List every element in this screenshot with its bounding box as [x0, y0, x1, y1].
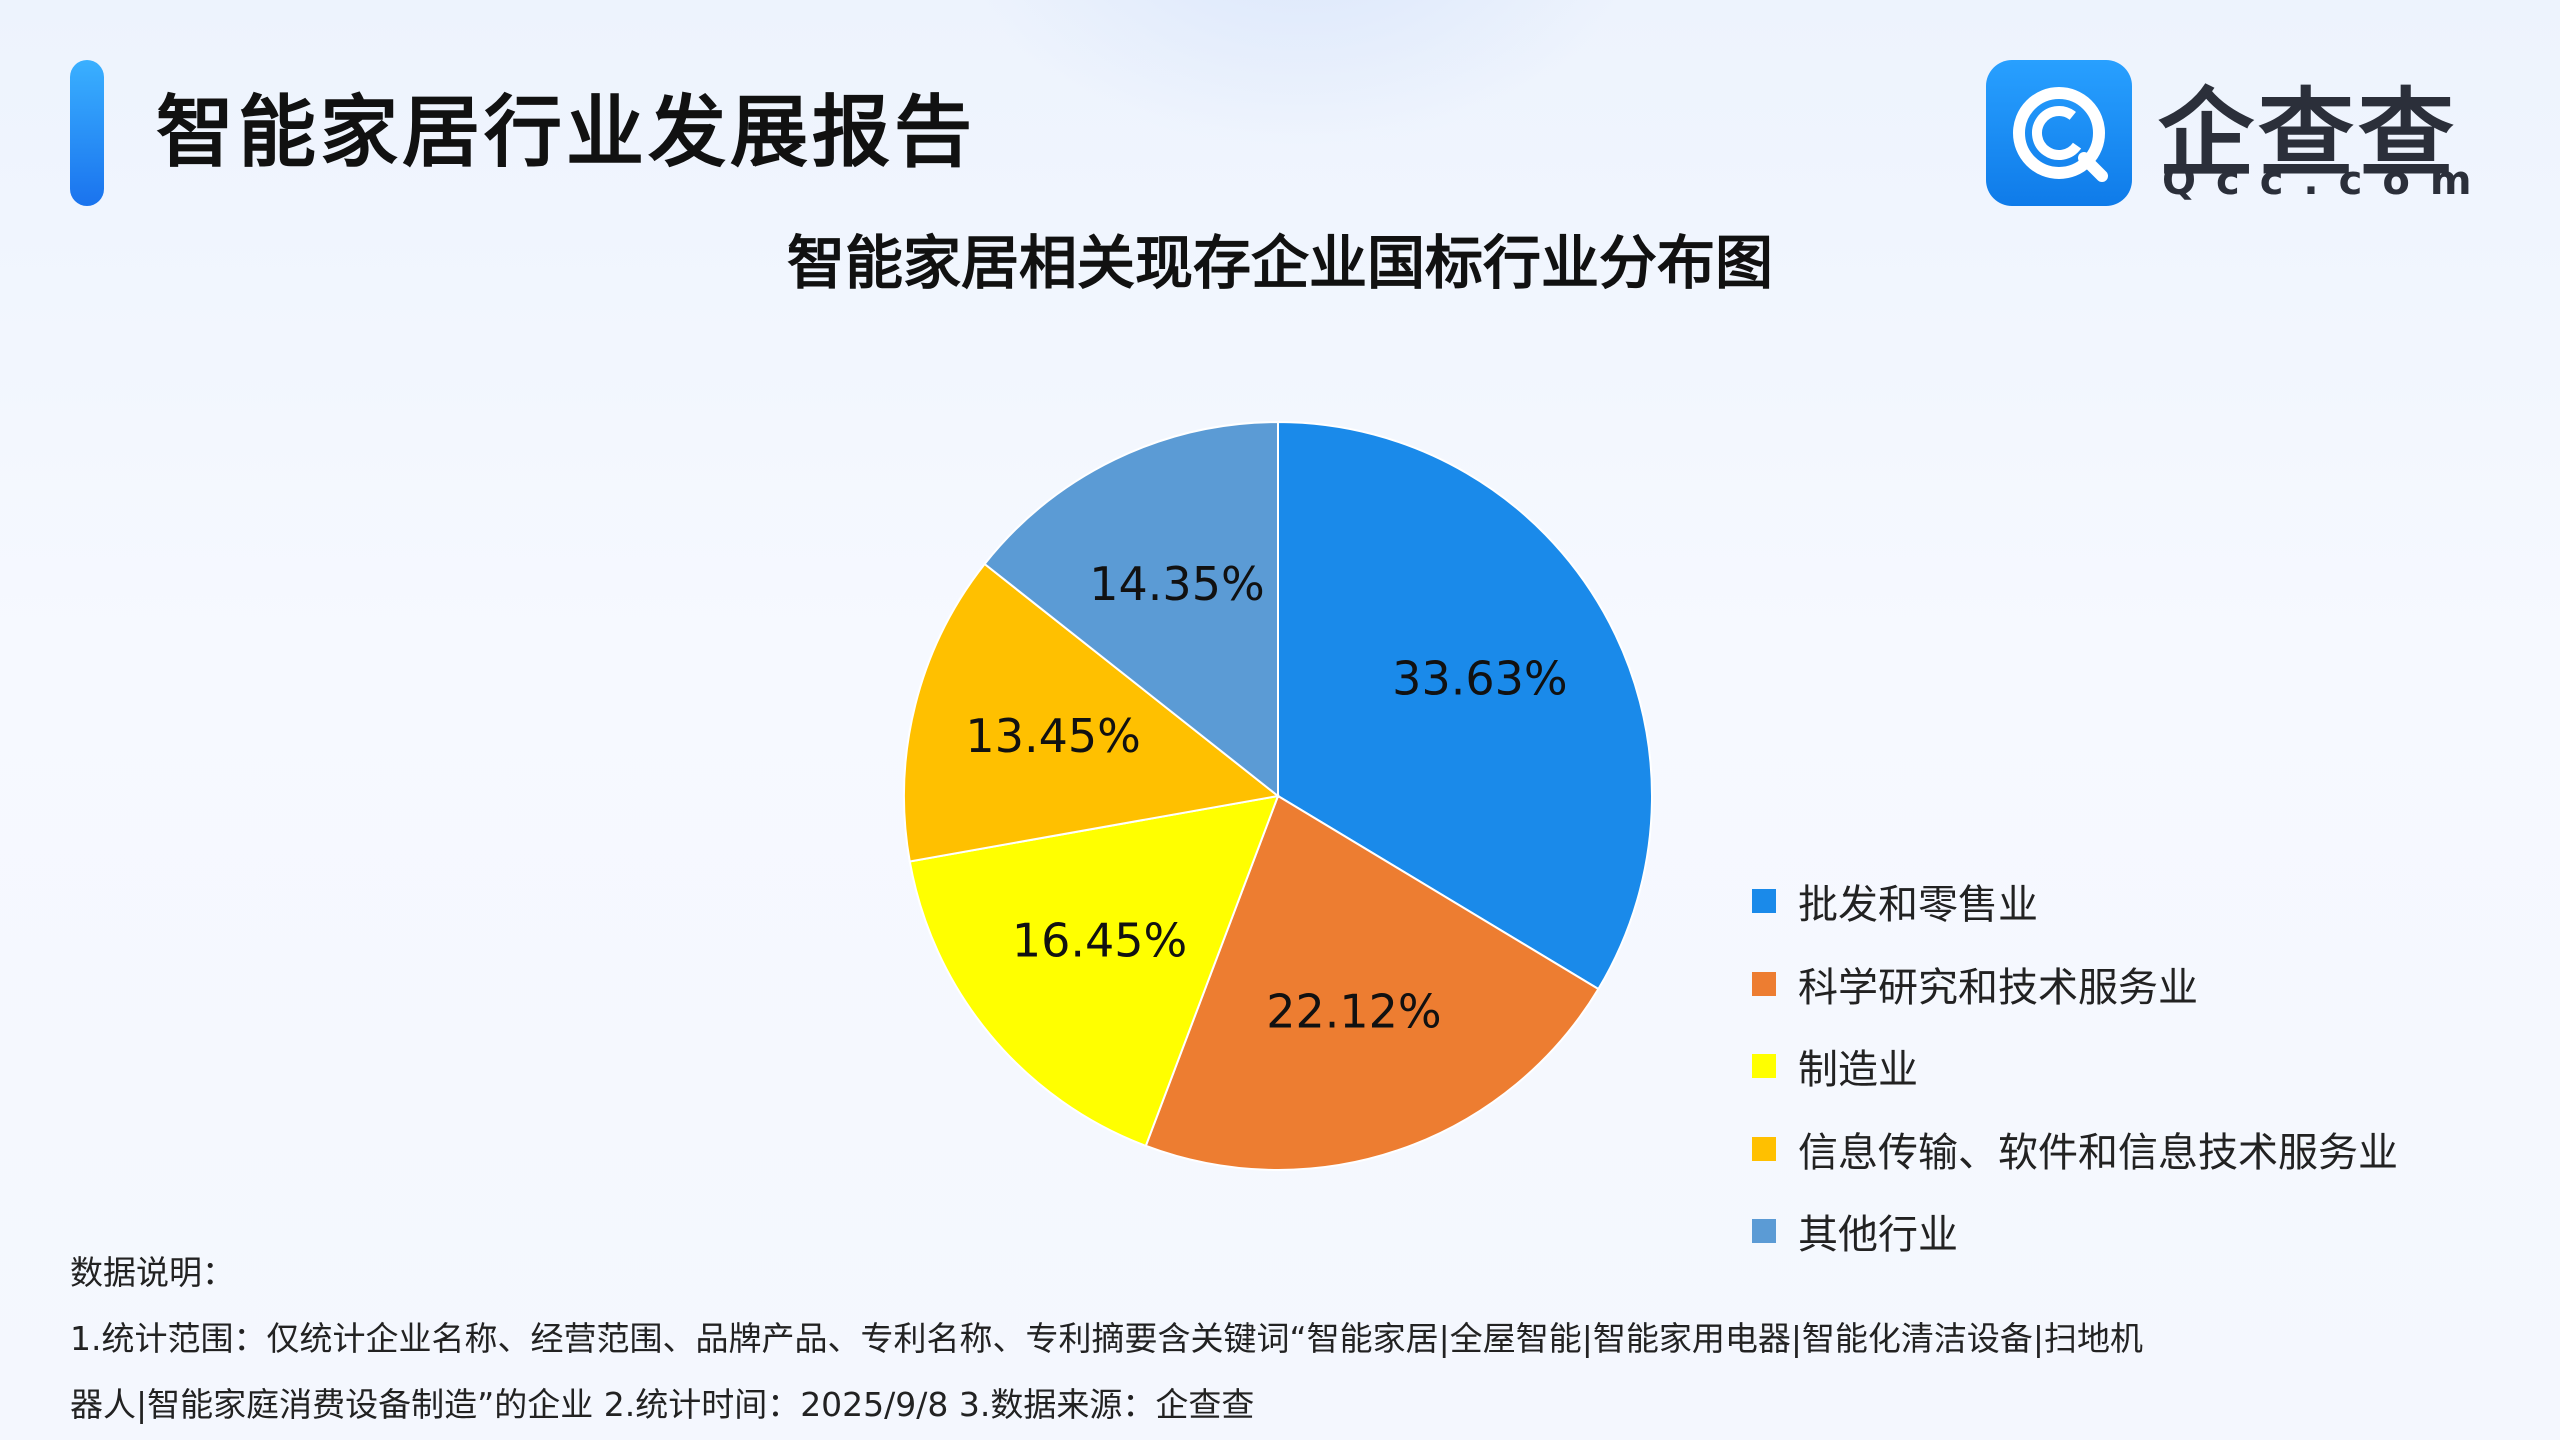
legend-label: 批发和零售业 — [1798, 882, 2038, 929]
pie-slice-label: 13.45% — [965, 709, 1140, 763]
legend-label: 其他行业 — [1798, 1212, 1958, 1259]
legend-swatch — [1752, 1219, 1776, 1244]
legend-label: 信息传输、软件和信息技术服务业 — [1798, 1129, 2398, 1176]
pie-slice — [1144, 794, 1600, 1171]
qcc-logo-icon — [1986, 60, 2132, 206]
legend-item: 制造业 — [1752, 1025, 2398, 1108]
pie-slice — [1277, 420, 1653, 991]
chart-legend: 批发和零售业 科学研究和技术服务业 制造业 信息传输、软件和信息技术服务业 其他… — [1752, 860, 2398, 1273]
pie-slice-label: 14.35% — [1089, 557, 1264, 611]
logo-name: 企查查 — [2158, 78, 2458, 190]
legend-swatch — [1752, 971, 1776, 996]
legend-item: 科学研究和技术服务业 — [1752, 943, 2398, 1026]
legend-swatch — [1752, 1136, 1776, 1161]
legend-label: 制造业 — [1798, 1047, 1918, 1094]
legend-swatch — [1752, 889, 1776, 914]
legend-item: 信息传输、软件和信息技术服务业 — [1752, 1108, 2398, 1191]
notes-line: 器人|智能家庭消费设备制造”的企业 2.统计时间：2025/9/8 3.数据来源… — [70, 1385, 1255, 1424]
notes-heading: 数据说明： — [70, 1253, 235, 1292]
pie-slice — [908, 794, 1280, 1148]
pie-slice-label: 33.63% — [1392, 651, 1567, 705]
pie-slice — [903, 562, 1281, 863]
legend-item: 其他行业 — [1752, 1190, 2398, 1273]
legend-swatch — [1752, 1054, 1776, 1079]
legend-item: 批发和零售业 — [1752, 860, 2398, 943]
title-accent-bar — [70, 60, 104, 206]
legend-label: 科学研究和技术服务业 — [1798, 964, 2198, 1011]
pie-slice-label: 16.45% — [1012, 914, 1187, 968]
data-notes: 数据说明： 1.统计范围：仅统计企业名称、经营范围、品牌产品、专利名称、专利摘要… — [70, 1240, 2490, 1438]
page-title: 智能家居行业发展报告 — [156, 88, 977, 178]
pie-slice — [983, 420, 1279, 799]
chart-title: 智能家居相关现存企业国标行业分布图 — [786, 229, 1773, 297]
logo-domain: Qcc.com — [2162, 158, 2492, 204]
notes-line: 1.统计范围：仅统计企业名称、经营范围、品牌产品、专利名称、专利摘要含关键词“智… — [70, 1319, 2144, 1358]
pie-slice-label: 22.12% — [1266, 985, 1441, 1039]
